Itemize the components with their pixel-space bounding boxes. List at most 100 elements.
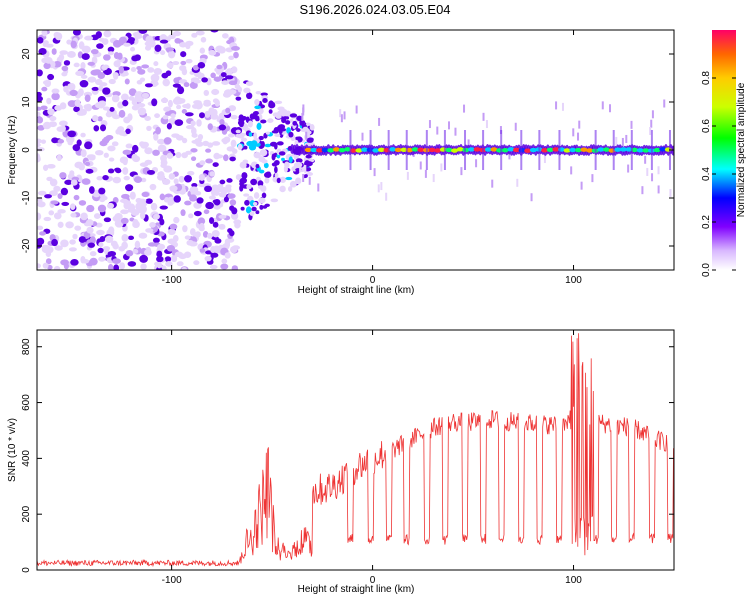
- spectrogram-cell: [112, 215, 121, 222]
- spectrogram-cell: [199, 248, 206, 253]
- spectrogram-cell: [180, 51, 187, 58]
- spectrogram-cell: [80, 132, 86, 138]
- spectrogram-cell: [308, 176, 311, 185]
- spectrogram-cell: [84, 161, 91, 166]
- spectrogram-cell: [219, 119, 225, 126]
- spectrogram-cell: [210, 252, 219, 258]
- spectrogram-cell: [278, 151, 286, 156]
- spectrogram-cell: [207, 123, 213, 131]
- spectrogram-cell: [175, 151, 182, 159]
- spectrogram-cell: [417, 147, 425, 152]
- spectrogram-cell: [301, 112, 304, 121]
- spectrogram-cell: [317, 183, 320, 192]
- spectrogram-cell: [98, 82, 108, 87]
- spectrogram-cell: [68, 247, 77, 252]
- spectrogram-cell: [159, 205, 168, 210]
- spectrogram-cell: [577, 132, 580, 141]
- spectrogram-cell: [168, 117, 177, 125]
- spectrogram-cell: [355, 148, 363, 153]
- spectrogram-cell: [262, 97, 268, 104]
- spectrogram-cell: [153, 213, 160, 220]
- spectrogram-cell: [210, 72, 216, 79]
- colorbar-tick-label: 0.8: [701, 71, 712, 85]
- spectrogram-streak: [650, 130, 653, 170]
- spectrogram-cell: [262, 205, 268, 209]
- spectrogram-cell: [102, 174, 109, 181]
- spectrogram-cell: [132, 31, 142, 37]
- spectrogram-cell: [194, 231, 201, 238]
- spectrogram-cell: [239, 184, 244, 192]
- spectrogram-cell: [213, 204, 221, 210]
- spectrogram-cell: [53, 265, 61, 270]
- spectrogram-cell: [212, 162, 219, 168]
- spectrogram-cell: [98, 241, 104, 248]
- spectrogram-cell: [203, 209, 210, 215]
- spectrogram-cell: [88, 186, 95, 194]
- spectrogram-cell: [349, 148, 357, 153]
- spectrogram-cell: [235, 96, 242, 101]
- y-tick-label: 800: [21, 338, 32, 355]
- spectrogram-cell: [220, 72, 227, 78]
- spectrogram-cell: [159, 218, 165, 226]
- spectrogram-cell: [119, 198, 129, 204]
- spectrogram-cell: [130, 66, 137, 73]
- spectrogram-cell: [78, 236, 86, 243]
- spectrogram-cell: [279, 176, 287, 183]
- spectrogram-cell: [84, 141, 93, 150]
- spectrogram-cell: [149, 221, 156, 228]
- colorbar-label: Normalized spectral amplitude: [736, 82, 747, 217]
- spectrogram-cell: [256, 122, 262, 130]
- spectrogram-cell: [644, 155, 647, 164]
- spectrogram-cell: [107, 51, 114, 56]
- spectrogram-cell: [152, 81, 159, 86]
- spectrogram-cell: [340, 114, 343, 123]
- spectrogram-cell: [37, 124, 45, 131]
- spectrogram-cell: [529, 147, 537, 153]
- spectrogram-cell: [473, 147, 481, 152]
- spectrogram-cell: [570, 166, 573, 175]
- spectrogram-cell: [97, 204, 107, 213]
- spectrogram-cell: [400, 147, 408, 152]
- spectrogram-cell: [59, 172, 67, 179]
- spectrogram-cell: [64, 179, 73, 185]
- spectrogram-cell: [389, 147, 397, 152]
- y-tick-label: 200: [21, 505, 32, 522]
- spectrogram-cell: [185, 58, 193, 64]
- spectrogram-cell: [189, 228, 196, 236]
- spectrogram-cell: [277, 106, 285, 111]
- y-tick-label: 20: [21, 48, 32, 60]
- spectrogram-cell: [166, 152, 174, 159]
- spectrogram-cell: [255, 210, 260, 215]
- spectrogram-cell: [37, 138, 42, 144]
- spectrogram-cell: [87, 242, 96, 248]
- spectrogram-cell: [51, 48, 57, 55]
- spectrogram-cell: [112, 243, 119, 250]
- spectrogram-streak: [612, 130, 615, 170]
- spectrogram-cell: [239, 132, 247, 137]
- spectrogram-cell: [508, 151, 511, 160]
- spectrogram-cell: [80, 255, 86, 264]
- spectrogram-cell: [274, 100, 283, 105]
- spectrogram-cell: [591, 174, 594, 183]
- spectrogram-cell: [166, 122, 172, 130]
- spectrogram-cell: [172, 31, 182, 37]
- spectrogram-cell: [118, 130, 127, 136]
- spectrogram-cell: [211, 188, 217, 197]
- spectrogram-cell: [173, 216, 180, 224]
- spectrogram-cell: [199, 47, 206, 54]
- spectrogram-cell: [37, 69, 43, 77]
- spectrogram-cell: [649, 127, 652, 136]
- spectrogram-cell: [406, 147, 414, 153]
- spectrogram-cell: [208, 195, 217, 200]
- spectrogram-cell: [207, 142, 214, 148]
- spectrogram-cell: [173, 195, 181, 203]
- spectrogram-cell: [230, 139, 237, 148]
- spectrogram-cell: [79, 79, 89, 88]
- spectrogram-cell: [259, 149, 268, 157]
- spectrogram-cell: [118, 66, 124, 74]
- spectrogram-cell: [164, 256, 172, 263]
- spectrogram-cell: [228, 55, 235, 60]
- spectrogram-cell: [47, 73, 55, 81]
- spectrogram-cell: [445, 147, 453, 153]
- spectrogram-cell: [103, 136, 111, 142]
